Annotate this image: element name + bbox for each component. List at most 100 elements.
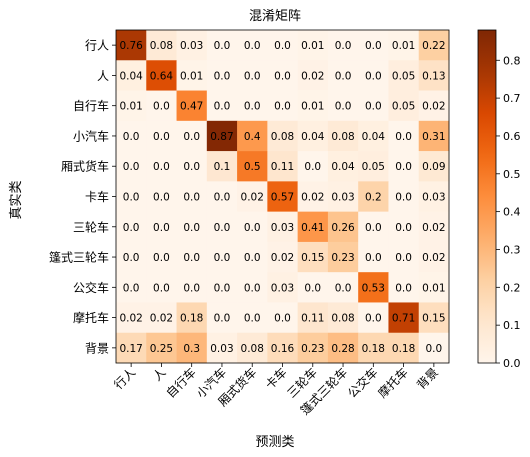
- cell-value-label: 0.16: [271, 343, 295, 355]
- cell-value-label: 0.02: [119, 313, 142, 325]
- cell-value-label: 0.0: [365, 222, 382, 234]
- cell-value-label: 0.0: [365, 313, 382, 325]
- heatmap-cell: [418, 181, 450, 212]
- cell-value-label: 0.18: [180, 313, 203, 325]
- y-tick-label: 厢式货车: [61, 159, 109, 174]
- heatmap-cell: [176, 90, 208, 122]
- cell-value-label: 0.0: [123, 252, 140, 264]
- heatmap-cell: [358, 120, 389, 152]
- cell-value-label: 0.0: [183, 252, 200, 264]
- cell-value-label: 0.0: [244, 40, 261, 52]
- cell-value-label: 0.0: [244, 222, 261, 234]
- cell-value-label: 0.0: [214, 101, 231, 113]
- heatmap-cell: [297, 272, 329, 303]
- heatmap-cell: [418, 151, 450, 182]
- heatmap-cell: [327, 332, 359, 364]
- heatmap-cell: [206, 90, 238, 122]
- cell-value-label: 0.87: [210, 131, 233, 143]
- heatmap-cell: [297, 60, 329, 91]
- cell-value-label: 0.0: [183, 161, 200, 173]
- cell-value-label: 0.02: [301, 192, 324, 204]
- colorbar-tick-label: 0.1: [503, 319, 521, 332]
- heatmap-cell: [388, 211, 420, 243]
- heatmap-cell: [206, 211, 238, 243]
- cell-value-label: 0.11: [301, 313, 324, 325]
- y-tick-label: 卡车: [85, 189, 109, 204]
- cell-value-label: 0.0: [244, 252, 261, 264]
- heatmap-cell: [116, 211, 147, 243]
- cell-value-label: 0.0: [183, 222, 200, 234]
- heatmap-cell: [206, 272, 238, 303]
- heatmap-cell: [327, 272, 359, 303]
- heatmap-cell: [327, 181, 359, 212]
- cell-value-label: 0.0: [274, 101, 291, 113]
- cell-value-label: 0.15: [422, 313, 445, 325]
- cell-value-label: 0.76: [119, 40, 143, 52]
- colorbar-tick-label: 0.7: [503, 92, 521, 105]
- heatmap-cell: [358, 332, 389, 364]
- heatmap-cell-labels: 0.76 0.08 0.03 0.0 0.0 0.0 0.01 0.0 0.0 0.01 0.22 0…: [119, 40, 445, 355]
- cell-value-label: 0.11: [271, 161, 294, 173]
- heatmap-cell: [116, 30, 147, 61]
- heatmap-cell: [327, 151, 359, 182]
- x-tick-label: 卡车: [262, 365, 290, 393]
- cell-value-label: 0.02: [150, 313, 173, 325]
- y-tick-label: 背景: [85, 341, 109, 355]
- cell-value-label: 0.04: [331, 161, 355, 173]
- heatmap-cell: [297, 90, 329, 122]
- heatmap-cell: [267, 90, 298, 122]
- cell-value-label: 0.0: [183, 282, 200, 294]
- heatmap-cell: [206, 302, 238, 334]
- cell-value-label: 0.04: [119, 70, 143, 82]
- heatmap-cell: [267, 332, 298, 364]
- cell-value-label: 0.02: [422, 222, 445, 234]
- colorbar-tick-label: 0.2: [503, 281, 521, 294]
- cell-value-label: 0.01: [392, 40, 415, 52]
- heatmap-cell: [237, 151, 268, 182]
- cell-value-label: 0.0: [153, 131, 170, 143]
- heatmap-cell: [327, 60, 359, 91]
- cell-value-label: 0.02: [422, 252, 445, 264]
- heatmap-cell: [358, 151, 389, 182]
- cell-value-label: 0.0: [214, 252, 231, 264]
- heatmap-cell: [327, 120, 359, 152]
- heatmap-cell: [388, 151, 420, 182]
- heatmap-cell: [388, 332, 420, 364]
- cell-value-label: 0.0: [426, 343, 443, 355]
- heatmap-cell: [327, 241, 359, 273]
- heatmap-cell: [116, 241, 147, 273]
- heatmap-cell: [267, 302, 298, 334]
- heatmap-cell: [237, 272, 268, 303]
- heatmap-cell: [358, 241, 389, 273]
- cell-value-label: 0.0: [365, 40, 382, 52]
- heatmap-cell: [267, 30, 298, 61]
- cell-value-label: 0.08: [331, 131, 354, 143]
- cell-value-label: 0.0: [395, 161, 412, 173]
- heatmap-cell: [327, 90, 359, 122]
- cell-value-label: 0.0: [123, 282, 140, 294]
- cell-value-label: 0.0: [153, 192, 170, 204]
- cell-value-label: 0.08: [271, 131, 294, 143]
- heatmap-cell: [116, 332, 147, 364]
- colorbar-tick-label: 0.3: [503, 243, 521, 256]
- cell-value-label: 0.02: [241, 192, 264, 204]
- heatmap-cell: [327, 302, 359, 334]
- cell-value-label: 0.02: [301, 70, 324, 82]
- colorbar-tick-label: 0.5: [503, 168, 521, 181]
- heatmap-cell: [358, 211, 389, 243]
- colorbar: [477, 29, 497, 364]
- y-tick-label: 自行车: [73, 98, 109, 113]
- cell-value-label: 0.0: [335, 101, 352, 113]
- heatmap-cell: [418, 60, 450, 91]
- heatmap-cell: [176, 332, 208, 364]
- heatmap-cell: [146, 60, 177, 91]
- chart-title: 混淆矩阵: [249, 9, 301, 24]
- cell-value-label: 0.0: [123, 192, 140, 204]
- cell-value-label: 0.0: [214, 222, 231, 234]
- cell-value-label: 0.28: [331, 343, 354, 355]
- heatmap-cell: [267, 181, 298, 212]
- heatmap-cell: [297, 151, 329, 182]
- cell-value-label: 0.0: [153, 252, 170, 264]
- cell-value-label: 0.03: [331, 192, 354, 204]
